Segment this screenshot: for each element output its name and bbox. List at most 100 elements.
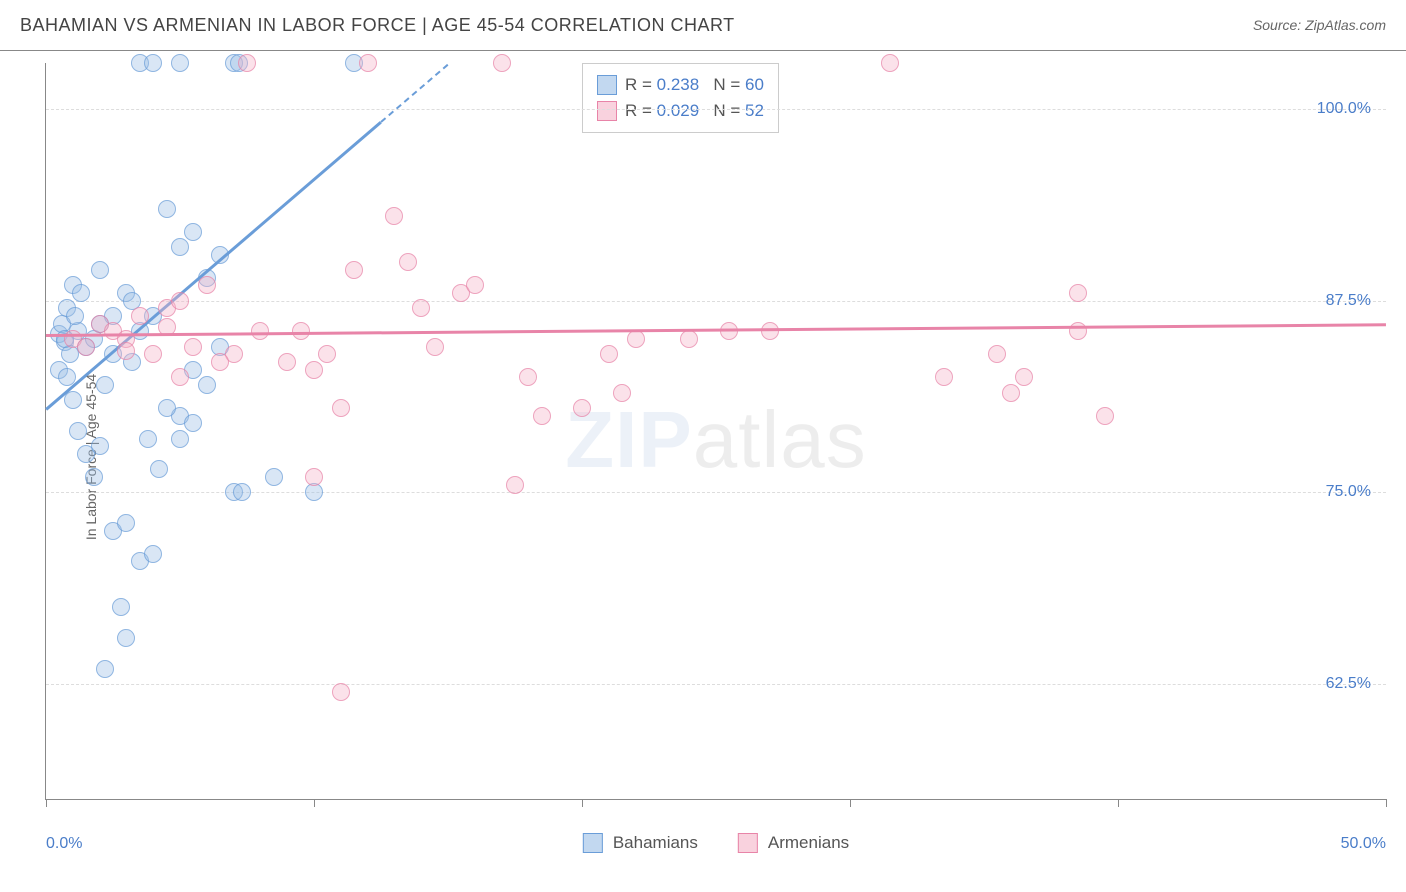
scatter-marker [265, 468, 283, 486]
scatter-marker [117, 342, 135, 360]
gridline-h [46, 109, 1386, 110]
scatter-marker [935, 368, 953, 386]
scatter-marker [211, 353, 229, 371]
scatter-marker [144, 54, 162, 72]
scatter-marker [96, 660, 114, 678]
scatter-marker [171, 238, 189, 256]
legend-row: R = 0.238 N = 60 [597, 72, 764, 98]
scatter-marker [412, 299, 430, 317]
scatter-marker [158, 200, 176, 218]
scatter-marker [77, 338, 95, 356]
y-tick-label: 75.0% [1326, 483, 1371, 501]
scatter-marker [64, 391, 82, 409]
x-tick-label: 50.0% [1341, 835, 1386, 853]
legend-row: R = 0.029 N = 52 [597, 98, 764, 124]
scatter-marker [426, 338, 444, 356]
scatter-marker [238, 54, 256, 72]
scatter-marker [761, 322, 779, 340]
scatter-marker [144, 345, 162, 363]
scatter-marker [988, 345, 1006, 363]
scatter-marker [184, 338, 202, 356]
legend-swatch [738, 833, 758, 853]
scatter-marker [184, 414, 202, 432]
scatter-marker [1015, 368, 1033, 386]
scatter-marker [139, 430, 157, 448]
scatter-marker [85, 468, 103, 486]
watermark-post: atlas [693, 395, 867, 484]
trend-line [46, 324, 1386, 337]
scatter-marker [1002, 384, 1020, 402]
scatter-marker [305, 468, 323, 486]
scatter-marker [72, 284, 90, 302]
scatter-marker [573, 399, 591, 417]
y-tick-label: 100.0% [1317, 100, 1371, 118]
scatter-marker [1069, 284, 1087, 302]
series-legend-item: Bahamians [583, 833, 698, 853]
scatter-marker [613, 384, 631, 402]
watermark: ZIPatlas [565, 394, 866, 486]
legend-swatch [597, 75, 617, 95]
scatter-marker [144, 545, 162, 563]
chart-title: BAHAMIAN VS ARMENIAN IN LABOR FORCE | AG… [20, 15, 735, 36]
legend-swatch [597, 101, 617, 121]
scatter-marker [600, 345, 618, 363]
y-tick-label: 62.5% [1326, 675, 1371, 693]
x-tick-label: 0.0% [46, 835, 82, 853]
scatter-marker [91, 261, 109, 279]
scatter-marker [184, 223, 202, 241]
scatter-marker [158, 399, 176, 417]
trend-line [380, 63, 448, 122]
x-tick [314, 799, 315, 807]
scatter-marker [198, 276, 216, 294]
scatter-marker [171, 292, 189, 310]
scatter-marker [117, 514, 135, 532]
scatter-marker [150, 460, 168, 478]
scatter-marker [318, 345, 336, 363]
scatter-marker [332, 683, 350, 701]
scatter-marker [385, 207, 403, 225]
scatter-marker [493, 54, 511, 72]
scatter-marker [131, 307, 149, 325]
scatter-marker [171, 368, 189, 386]
scatter-marker [720, 322, 738, 340]
series-legend-item: Armenians [738, 833, 849, 853]
x-tick [46, 799, 47, 807]
scatter-marker [233, 483, 251, 501]
scatter-marker [171, 54, 189, 72]
plot-area: ZIPatlas R = 0.238 N = 60 R = 0.029 N = 5… [45, 63, 1386, 800]
gridline-h [46, 684, 1386, 685]
scatter-marker [399, 253, 417, 271]
source-label: Source: ZipAtlas.com [1253, 17, 1386, 33]
x-tick [1118, 799, 1119, 807]
x-tick [582, 799, 583, 807]
scatter-marker [506, 476, 524, 494]
scatter-marker [519, 368, 537, 386]
scatter-marker [627, 330, 645, 348]
scatter-marker [91, 437, 109, 455]
y-tick-label: 87.5% [1326, 292, 1371, 310]
scatter-marker [466, 276, 484, 294]
series-legend: Bahamians Armenians [583, 833, 849, 853]
legend-stats-text: R = 0.238 N = 60 [625, 75, 764, 95]
scatter-marker [680, 330, 698, 348]
scatter-marker [112, 598, 130, 616]
scatter-marker [96, 376, 114, 394]
legend-swatch [583, 833, 603, 853]
scatter-marker [1096, 407, 1114, 425]
scatter-marker [881, 54, 899, 72]
x-tick [850, 799, 851, 807]
series-legend-label: Bahamians [613, 833, 698, 853]
scatter-marker [533, 407, 551, 425]
scatter-marker [359, 54, 377, 72]
x-tick [1386, 799, 1387, 807]
scatter-marker [278, 353, 296, 371]
scatter-marker [305, 483, 323, 501]
stats-legend: R = 0.238 N = 60 R = 0.029 N = 52 [582, 63, 779, 133]
scatter-marker [69, 422, 87, 440]
scatter-marker [117, 629, 135, 647]
scatter-marker [332, 399, 350, 417]
legend-stats-text: R = 0.029 N = 52 [625, 101, 764, 121]
chart-container: In Labor Force | Age 45-54 ZIPatlas R = … [0, 50, 1406, 862]
scatter-marker [198, 376, 216, 394]
series-legend-label: Armenians [768, 833, 849, 853]
